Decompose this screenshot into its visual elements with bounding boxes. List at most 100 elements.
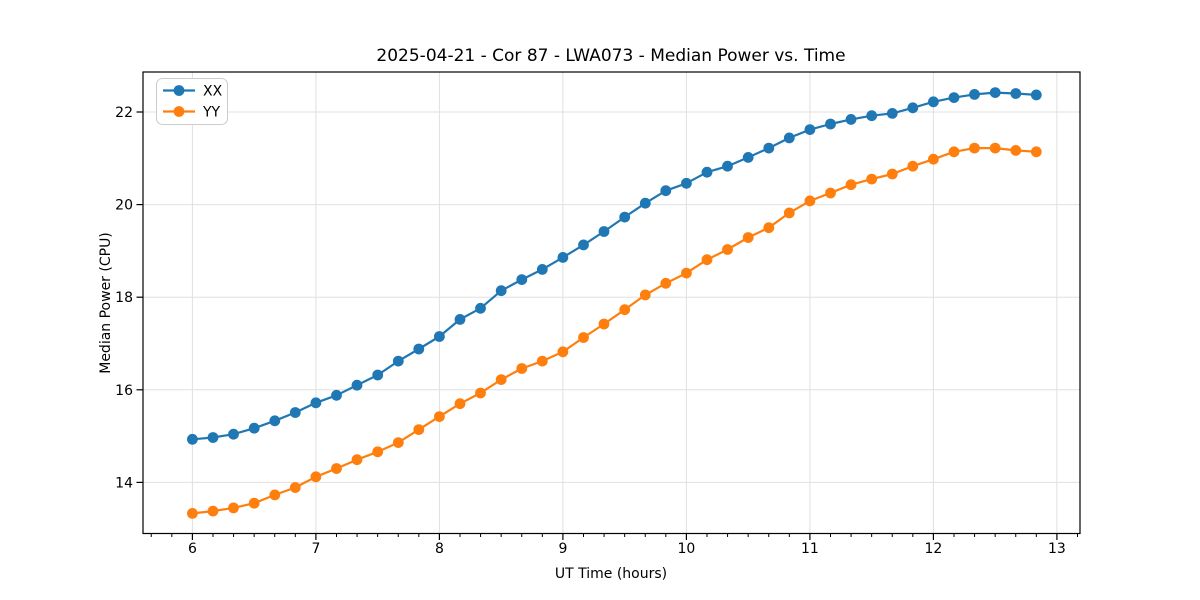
- data-point-yy: [331, 463, 342, 474]
- data-point-xx: [536, 264, 548, 275]
- data-point-yy: [434, 411, 445, 422]
- data-point-yy: [845, 179, 857, 191]
- data-point-yy: [825, 187, 836, 199]
- data-point-yy: [722, 244, 733, 255]
- data-point-xx: [331, 389, 342, 401]
- x-tick-label: 11: [801, 541, 819, 557]
- data-point-yy: [310, 471, 322, 483]
- series-layer: [187, 87, 1042, 519]
- data-point-yy: [413, 424, 425, 435]
- data-point-xx: [989, 87, 1001, 98]
- data-point-yy: [598, 318, 610, 330]
- x-tick-label: 13: [1048, 541, 1066, 557]
- plot-border: [142, 71, 1081, 535]
- data-point-yy: [804, 195, 816, 207]
- series-line-xx: [191, 91, 1038, 441]
- data-point-yy: [207, 505, 219, 517]
- data-point-xx: [207, 432, 219, 443]
- data-point-xx: [825, 118, 836, 130]
- legend-marker-yy: [173, 106, 185, 117]
- data-point-yy: [516, 363, 528, 374]
- data-point-xx: [804, 124, 816, 135]
- data-point-xx: [372, 369, 384, 381]
- series-line-yy: [191, 147, 1038, 515]
- data-point-yy: [372, 446, 384, 458]
- data-point-xx: [557, 252, 569, 263]
- data-point-xx: [310, 397, 322, 409]
- data-point-xx: [1030, 89, 1042, 101]
- data-point-xx: [228, 428, 239, 440]
- data-point-xx: [495, 285, 507, 297]
- legend: XX YY: [156, 78, 228, 125]
- data-point-xx: [660, 185, 672, 197]
- data-point-yy: [681, 267, 692, 279]
- data-point-xx: [351, 379, 363, 391]
- data-point-yy: [701, 254, 713, 266]
- data-point-yy: [763, 222, 775, 234]
- data-point-yy: [536, 355, 548, 367]
- data-point-yy: [248, 497, 260, 509]
- data-point-yy: [269, 489, 281, 501]
- y-tick-label: 22: [115, 105, 133, 121]
- data-point-xx: [289, 407, 301, 418]
- data-point-xx: [392, 355, 404, 367]
- data-point-yy: [619, 304, 631, 316]
- data-point-xx: [886, 108, 898, 119]
- data-point-yy: [557, 346, 569, 358]
- data-point-yy: [783, 207, 795, 219]
- data-point-yy: [392, 437, 404, 448]
- data-point-yy: [948, 146, 960, 158]
- data-point-xx: [948, 92, 960, 103]
- data-point-yy: [907, 160, 919, 172]
- data-point-xx: [722, 160, 733, 172]
- tick-label-layer: 6 7 8 9 10 11 12 13 14 16 18 20 22: [115, 105, 1066, 557]
- data-point-xx: [578, 239, 589, 251]
- data-point-xx: [701, 166, 713, 178]
- data-point-yy: [886, 168, 898, 180]
- data-point-yy: [742, 232, 754, 243]
- data-point-xx: [783, 132, 795, 144]
- data-point-yy: [660, 277, 672, 289]
- data-point-xx: [248, 422, 260, 434]
- data-point-xx: [598, 226, 610, 237]
- data-point-yy: [969, 142, 980, 154]
- data-point-xx: [681, 177, 692, 189]
- legend-label-xx: XX: [203, 84, 223, 100]
- legend-label-yy: YY: [202, 105, 221, 121]
- data-point-yy: [475, 387, 486, 399]
- x-tick-label: 6: [188, 541, 197, 557]
- data-point-yy: [228, 502, 239, 514]
- grid-layer: [143, 72, 1080, 534]
- data-point-xx: [187, 433, 198, 445]
- data-point-yy: [928, 153, 939, 165]
- data-point-xx: [639, 197, 651, 209]
- data-point-xx: [763, 142, 775, 154]
- chart-title: 2025-04-21 - Cor 87 - LWA073 - Median Po…: [376, 46, 845, 66]
- y-axis-label: Median Power (CPU): [98, 232, 114, 374]
- data-point-xx: [845, 114, 857, 125]
- data-point-yy: [187, 508, 198, 519]
- data-point-xx: [413, 343, 425, 355]
- data-point-yy: [1010, 145, 1022, 156]
- data-point-yy: [351, 454, 363, 466]
- data-point-xx: [907, 102, 919, 114]
- data-point-yy: [495, 374, 507, 385]
- data-point-xx: [928, 96, 939, 108]
- data-point-xx: [969, 89, 980, 100]
- data-point-xx: [434, 331, 445, 342]
- y-tick-label: 14: [115, 475, 133, 491]
- y-tick-label: 20: [115, 198, 133, 214]
- data-point-yy: [289, 482, 301, 493]
- x-tick-label: 7: [311, 541, 320, 557]
- data-point-xx: [866, 110, 878, 122]
- x-tick-label: 10: [677, 541, 695, 557]
- data-point-xx: [454, 314, 466, 325]
- series-yy: [187, 142, 1042, 519]
- x-axis-label: UT Time (hours): [555, 566, 667, 582]
- x-tick-label: 8: [435, 541, 444, 557]
- data-point-xx: [742, 152, 754, 163]
- data-point-xx: [516, 274, 528, 285]
- data-point-yy: [1030, 146, 1042, 158]
